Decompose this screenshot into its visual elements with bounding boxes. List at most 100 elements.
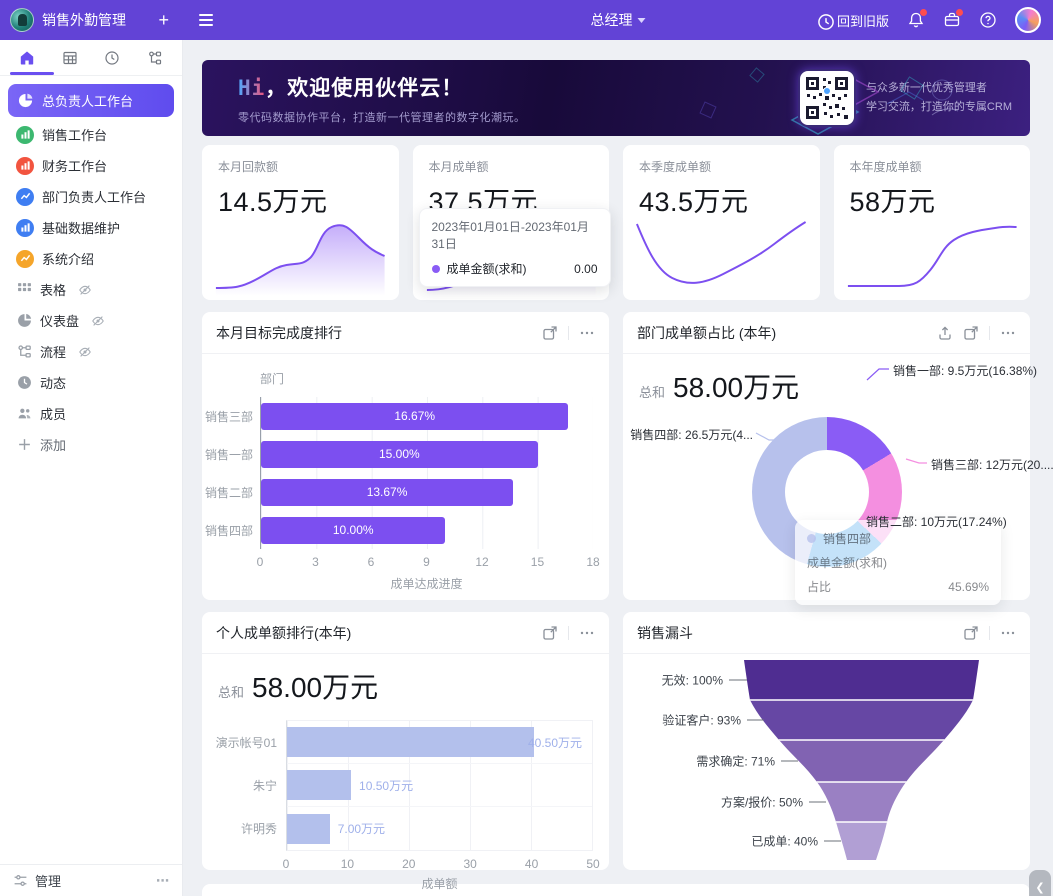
qr-code[interactable] — [799, 71, 854, 125]
line-chart-icon — [16, 187, 34, 206]
x-axis-title: 成单达成进度 — [390, 577, 463, 591]
stat-value: 14.5万元 — [218, 187, 328, 217]
collapse-panel-handle[interactable]: ❮ — [1029, 870, 1051, 896]
bar[interactable]: 15.00% — [261, 440, 538, 468]
charts-row-2: 个人成单额排行(本年) 总和 58.00万元 演示帐号01 40.50万元 朱宁 1… — [202, 612, 1030, 891]
donut-plot: 销售一部: 9.5万元(16.38%) 销售三部: 12万元(20.... 销售… — [623, 356, 1053, 605]
x-axis-ticks: 0 10 20 30 40 50 — [282, 857, 600, 871]
bar[interactable] — [287, 813, 330, 844]
main-content: Hi，欢迎使用伙伴云！ 零代码数据协作平台，打造新一代管理者的数字化潮玩。 — [184, 40, 1053, 896]
welcome-banner: Hi，欢迎使用伙伴云！ 零代码数据协作平台，打造新一代管理者的数字化潮玩。 — [202, 60, 1030, 136]
tooltip-date-range: 2023年01月01日-2023年01月31日 — [431, 220, 589, 251]
tooltip-value: 0.00 — [574, 261, 598, 276]
category-label: 销售四部 — [204, 523, 253, 538]
help-icon[interactable] — [979, 11, 997, 29]
bar-value: 7.00万元 — [337, 822, 386, 836]
sidebar-item-activity[interactable]: 动态 — [8, 367, 174, 398]
back-to-old-version-button[interactable]: 回到旧版 — [817, 11, 889, 30]
plot-area: 销售三部 16.67% 销售一部 15.00% 销售二部 13.67% 销售四部 10.… — [205, 397, 593, 549]
funnel-stage-label: 无效: 100% — [661, 673, 723, 688]
more-icon[interactable] — [1000, 325, 1016, 341]
stat-label: 本月成单额 — [428, 160, 489, 174]
card-sales-funnel: 销售漏斗 — [623, 612, 1030, 870]
sidebar-item-tables[interactable]: 表格 — [8, 274, 174, 305]
role-selector-dropdown[interactable]: 总经理 — [591, 10, 646, 30]
funnel-chart: 无效: 100% 验证客户: 93% 需求确定: 71% 方案/报价: 50% … — [623, 656, 1030, 870]
bar[interactable]: 10.00% — [261, 516, 446, 544]
pie-chart-icon — [16, 313, 32, 329]
app-logo[interactable] — [10, 8, 34, 32]
sliders-icon — [12, 873, 28, 889]
tab-home[interactable] — [9, 40, 45, 75]
donut-tooltip: 销售四部 成单金额(求和) 占比 45.69% — [795, 520, 1001, 605]
manage-more-icon[interactable]: ⋯ — [156, 872, 170, 888]
chevron-down-icon — [637, 17, 646, 23]
funnel-stage-label: 需求确定: 71% — [696, 754, 775, 769]
sidebar-manage-button[interactable]: 管理 ⋯ — [0, 864, 182, 896]
banner-text: Hi，欢迎使用伙伴云！ 零代码数据协作平台，打造新一代管理者的数字化潮玩。 — [238, 72, 526, 125]
sidebar-item-system-intro[interactable]: 系统介绍 — [8, 243, 174, 274]
sum-value: 58.00万元 — [673, 372, 800, 403]
bar[interactable]: 16.67% — [261, 402, 569, 430]
pie-chart-icon — [16, 92, 34, 110]
tab-activity[interactable] — [94, 40, 130, 75]
add-app-button[interactable]: + — [158, 10, 169, 30]
sidebar-item-finance-workbench[interactable]: 财务工作台 — [8, 150, 174, 181]
expand-icon[interactable] — [963, 325, 979, 341]
sidebar-item-sales-workbench[interactable]: 销售工作台 — [8, 119, 174, 150]
sidebar-tabs — [0, 40, 182, 76]
sum-value: 58.00万元 — [252, 672, 379, 703]
stat-value: 58万元 — [849, 187, 936, 217]
sidebar-item-general-manager-workbench[interactable]: 总负责人工作台 — [8, 84, 174, 117]
category-label: 销售一部 — [204, 447, 253, 462]
card-title: 销售漏斗 — [637, 624, 693, 641]
sidebar-item-dashboards[interactable]: 仪表盘 — [8, 305, 174, 336]
stat-card-monthly-payback[interactable]: 本月回款额 14.5万元 — [202, 145, 399, 300]
sparkline-line-chart — [844, 212, 1021, 296]
eye-off-icon — [78, 283, 92, 297]
workbench-briefcase-icon[interactable] — [943, 9, 963, 29]
bar[interactable] — [287, 727, 535, 757]
banner-qr-block: 与众多新一代优秀管理者 学习交流，打造你的专属CRM — [799, 71, 1012, 125]
funnel-stage-label: 验证客户: 93% — [662, 713, 741, 728]
export-icon[interactable] — [937, 325, 953, 341]
card-title: 个人成单额排行(本年) — [216, 624, 352, 641]
sidebar: 总负责人工作台 销售工作台 财务工作台 部门负责人工作台 — [0, 40, 183, 896]
card-dept-share-donut: 部门成单额占比 (本年) 总和 58.00万元 — [623, 312, 1053, 605]
expand-icon[interactable] — [542, 325, 558, 341]
funnel-stage-label: 已成单: 40% — [751, 834, 818, 849]
sidebar-item-dept-manager-workbench[interactable]: 部门负责人工作台 — [8, 181, 174, 212]
bar[interactable] — [287, 770, 352, 800]
stat-card-quarter-deals[interactable]: 本季度成单额 43.5万元 — [623, 145, 820, 300]
slice-label: 销售二部: 10万元(17.24%) — [866, 515, 1007, 529]
stat-label: 本月回款额 — [218, 160, 279, 174]
more-icon[interactable] — [1000, 625, 1016, 641]
more-icon[interactable] — [579, 325, 595, 341]
chart-tooltip: 2023年01月01日-2023年01月31日 成单金额(求和) 0.00 — [418, 208, 611, 287]
sidebar-item-base-data[interactable]: 基础数据维护 — [8, 212, 174, 243]
expand-icon[interactable] — [963, 625, 979, 641]
stat-value: 43.5万元 — [639, 187, 749, 217]
stat-card-year-deals[interactable]: 本年度成单额 58万元 — [833, 145, 1030, 300]
tab-flows[interactable] — [137, 40, 173, 75]
charts-row-1: 本月目标完成度排行 部门 销售三部 16.67% 销售一部 15.00% 销售二部 1… — [202, 312, 1053, 605]
plot-area: 演示帐号01 40.50万元 朱宁 10.50万元 许明秀 7.00万元 — [216, 720, 593, 851]
bar-chart-icon — [16, 218, 34, 237]
sidebar-item-flows[interactable]: 流程 — [8, 336, 174, 367]
expand-icon[interactable] — [542, 625, 558, 641]
x-axis-ticks: 0 3 6 9 12 15 18 — [256, 555, 600, 569]
line-chart-icon — [16, 249, 34, 268]
stat-card-monthly-deals[interactable]: 本月成单额 37.5万元 2023年01月01日-2023年01月31日 成单金… — [412, 145, 611, 300]
category-label: 销售二部 — [204, 485, 253, 500]
card-title: 本月目标完成度排行 — [216, 324, 342, 341]
funnel-leader-lines — [729, 679, 841, 842]
more-icon[interactable] — [579, 625, 595, 641]
notifications-bell-icon[interactable] — [907, 9, 927, 29]
tab-tables[interactable] — [52, 40, 88, 75]
sidebar-item-members[interactable]: 成员 — [8, 398, 174, 429]
user-avatar[interactable] — [1015, 7, 1041, 33]
bar[interactable]: 13.67% — [261, 478, 514, 506]
sidebar-add-button[interactable]: 添加 — [8, 429, 174, 460]
tooltip-row-value: 45.69% — [948, 579, 989, 594]
hamburger-menu-icon[interactable] — [199, 14, 213, 26]
